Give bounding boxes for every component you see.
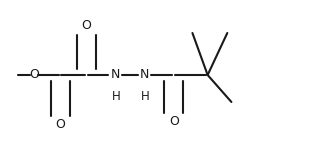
Text: O: O <box>81 19 92 32</box>
Text: N: N <box>139 69 149 81</box>
Text: H: H <box>141 90 150 102</box>
Text: H: H <box>112 90 121 102</box>
Text: O: O <box>29 69 39 81</box>
Text: N: N <box>111 69 120 81</box>
Text: O: O <box>55 118 65 131</box>
Text: O: O <box>169 115 179 128</box>
